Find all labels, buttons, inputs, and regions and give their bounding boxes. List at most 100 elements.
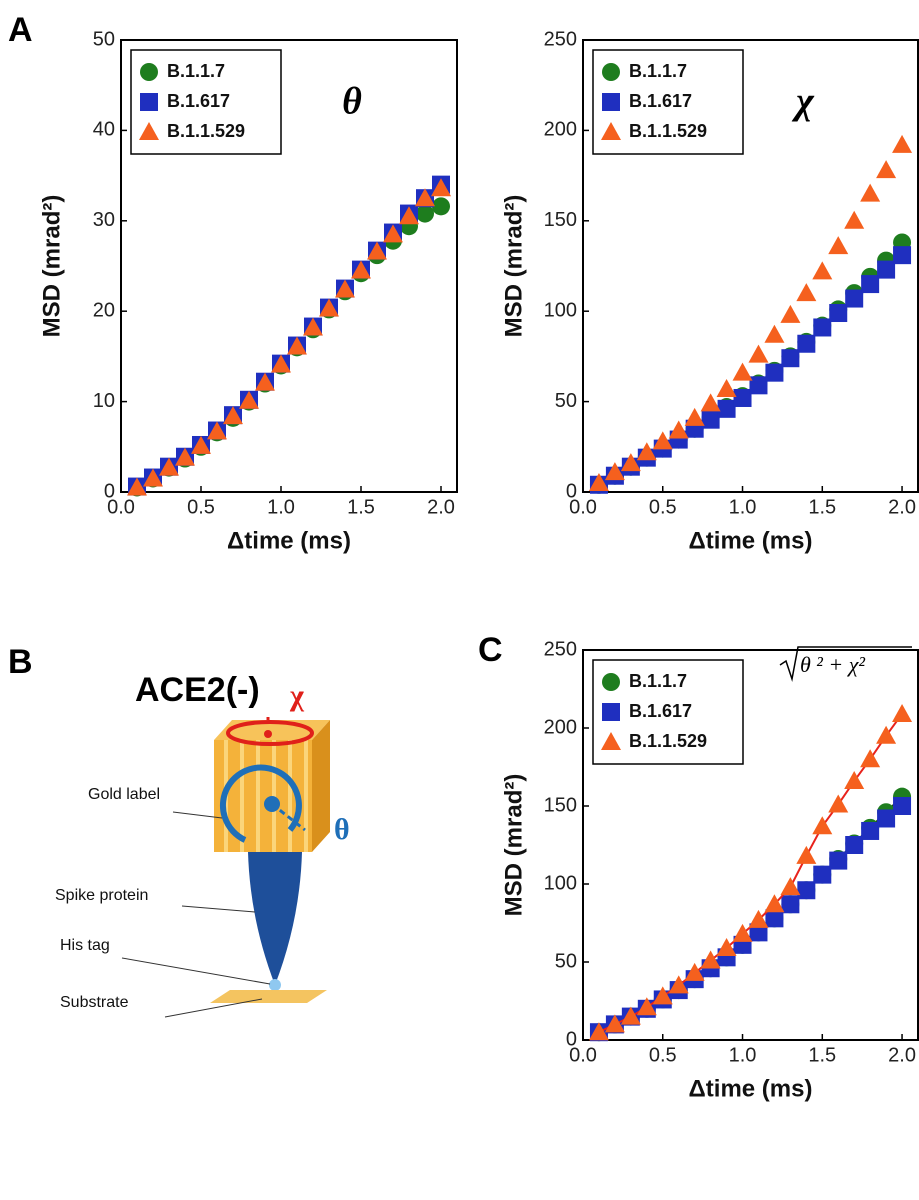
theta-label: θ — [334, 813, 350, 846]
x-axis-label: Δtime (ms) — [689, 527, 813, 554]
y-tick-label: 250 — [544, 638, 577, 660]
point — [239, 390, 259, 409]
x-tick-label: 0.0 — [107, 496, 135, 518]
point — [877, 260, 896, 279]
x-tick-label: 1.5 — [347, 496, 375, 518]
x-axis-label: Δtime (ms) — [227, 527, 351, 554]
x-tick-label: 1.5 — [808, 1044, 836, 1066]
point — [351, 260, 371, 279]
point — [701, 410, 720, 429]
point — [604, 1014, 625, 1033]
leader-line — [164, 998, 263, 1018]
legend-label: B.1.617 — [629, 701, 692, 721]
y-tick-label: 150 — [544, 794, 577, 816]
chi-rotation — [226, 720, 314, 746]
y-tick-label: 50 — [93, 28, 115, 50]
x-axis-label: Δtime (ms) — [689, 1075, 813, 1102]
legend-label: B.1.1.529 — [167, 121, 245, 141]
annotation: θ ² + χ² — [800, 652, 865, 677]
legend-label: B.1.1.7 — [629, 61, 687, 81]
leader-line — [172, 811, 223, 819]
point — [303, 317, 323, 336]
point — [620, 453, 641, 472]
point — [432, 197, 450, 216]
point — [716, 937, 737, 956]
point — [892, 703, 913, 722]
point — [716, 378, 737, 397]
point — [287, 336, 307, 355]
fit-line — [598, 795, 903, 1034]
point — [861, 821, 880, 840]
point — [812, 816, 833, 835]
point — [255, 372, 275, 391]
chi-label: χ — [289, 679, 305, 712]
radical — [779, 646, 912, 682]
point — [684, 962, 705, 981]
point — [159, 457, 179, 476]
spike — [248, 852, 302, 985]
point — [717, 399, 736, 418]
y-axis-label: MSD (mrad²) — [500, 195, 527, 338]
y-tick-label: 250 — [544, 28, 577, 50]
point — [416, 204, 434, 223]
y-tick-label: 30 — [93, 209, 115, 231]
point — [780, 877, 801, 896]
x-tick-label: 1.0 — [267, 496, 295, 518]
legend-marker — [140, 63, 158, 81]
point — [223, 406, 243, 425]
point — [383, 224, 403, 243]
legend-label: B.1.617 — [167, 91, 230, 111]
his-tag — [269, 979, 281, 991]
point — [335, 279, 355, 298]
point — [813, 318, 832, 337]
y-axis-label: MSD (mrad²) — [38, 195, 65, 338]
legend-marker — [139, 122, 159, 140]
point — [367, 241, 387, 260]
annotation: θ — [342, 81, 362, 123]
x-tick-label: 0.0 — [569, 1044, 597, 1066]
point — [700, 950, 721, 969]
point — [733, 388, 752, 407]
annotation: χ — [791, 81, 815, 123]
x-tick-label: 1.0 — [729, 1044, 757, 1066]
y-tick-label: 20 — [93, 299, 115, 321]
point — [797, 334, 816, 353]
legend-marker — [602, 673, 620, 691]
y-tick-label: 200 — [544, 716, 577, 738]
diagram-label: His tag — [60, 937, 110, 954]
point — [668, 975, 689, 994]
point — [620, 1006, 641, 1025]
point — [319, 298, 339, 317]
point — [861, 275, 880, 294]
point — [748, 909, 769, 928]
panel-label: C — [478, 631, 503, 669]
point — [604, 462, 625, 481]
point — [588, 1022, 609, 1041]
point — [892, 134, 913, 153]
diagram-label: Substrate — [60, 994, 129, 1011]
point — [175, 447, 195, 466]
point — [652, 431, 673, 450]
point — [828, 794, 849, 813]
legend-marker — [140, 93, 158, 111]
y-tick-label: 40 — [93, 119, 115, 141]
point — [877, 809, 896, 828]
point — [860, 183, 881, 202]
x-tick-label: 2.0 — [888, 1044, 916, 1066]
point — [431, 178, 451, 197]
y-axis-label: MSD (mrad²) — [500, 774, 527, 917]
point — [749, 376, 768, 395]
legend-marker — [601, 122, 621, 140]
point — [813, 865, 832, 884]
point — [143, 468, 163, 487]
y-tick-label: 0 — [566, 1028, 577, 1050]
point — [191, 435, 211, 454]
point — [415, 188, 435, 207]
x-tick-label: 0.5 — [187, 496, 215, 518]
x-tick-label: 1.0 — [729, 496, 757, 518]
point — [860, 749, 881, 768]
point — [797, 881, 816, 900]
cube-side — [312, 720, 330, 852]
point — [893, 246, 912, 265]
y-tick-label: 0 — [566, 480, 577, 502]
